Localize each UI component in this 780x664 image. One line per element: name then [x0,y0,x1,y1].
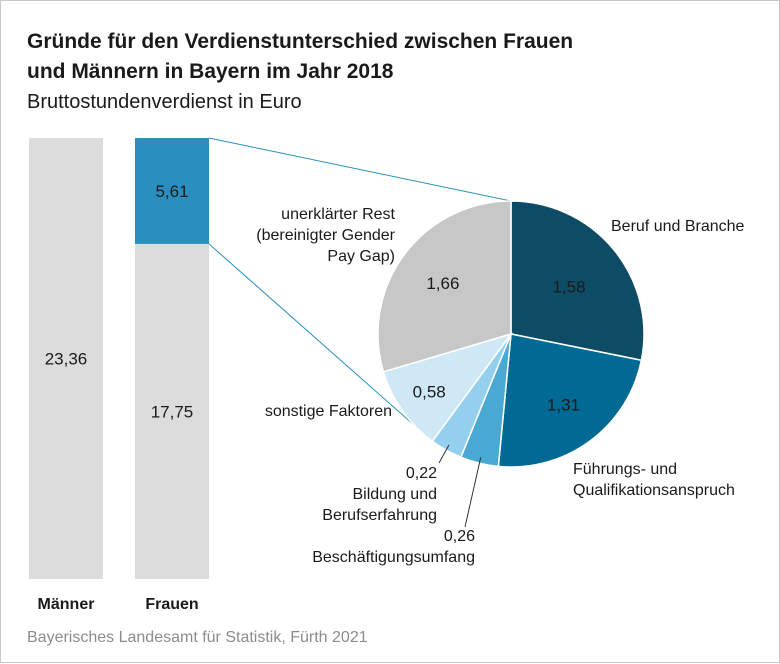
pie-connector-lines [208,137,512,442]
chart-subtitle: Bruttostundenverdienst in Euro [27,91,302,113]
leader-line-beschaeftigung [464,457,482,528]
chart-title-line-2: und Männern in Bayern im Jahr 2018 [27,60,394,83]
pie-slice-2 [497,333,643,468]
bar-segment-männer-1 [29,138,103,579]
pie-value-label: 1,58 [552,277,585,296]
bar-value-label: 23,36 [45,350,88,369]
source-note: Bayerisches Landesamt für Statistik, Für… [27,629,368,646]
pie-category-label-4: Bildung und Berufserfahrung [322,486,437,524]
leader-line-bildung [438,444,450,464]
bar-value-label: 5,61 [155,182,188,201]
connector-line-bottom [208,243,433,442]
category-label-frauen: Frauen [145,596,198,613]
pie-category-label-3: Beschäftigungsumfang [312,549,475,566]
pie-value-label: 0,58 [413,383,446,402]
pie-value-label-outside: 0,26 [444,528,475,545]
category-label-männer: Männer [38,596,95,613]
pie-category-label-1: Beruf und Branche [611,218,745,235]
pie-category-label-5: sonstige Faktoren [265,403,392,420]
pie-category-label-6: unerklärter Rest (bereinigter Gender Pay G… [256,206,395,265]
pie-value-label: 1,31 [547,396,580,415]
connector-line-top [208,137,512,202]
pie-slice-1 [510,200,645,362]
pie-chart [377,200,645,468]
chart-title-line-1: Gründe für den Verdienstunterschied zwis… [27,30,573,53]
pie-value-label: 1,66 [426,274,459,293]
bar-value-label: 17,75 [151,402,194,421]
pie-category-label-2: Führungs- und Qualifikationsanspruch [573,461,735,499]
bar-segment-frauen-2 [135,138,209,244]
pie-labels: 1,58 1,31 0,58 1,66 Beruf und Branche Führung… [256,206,744,566]
pie-slice-5 [382,332,513,443]
pie-value-label-outside: 0,22 [406,465,437,482]
bar-chart: 23,36 Männer 17,75 5,61 Frauen [29,138,209,613]
bar-segment-frauen-1 [135,243,209,579]
pie-slice-6 [377,200,512,373]
